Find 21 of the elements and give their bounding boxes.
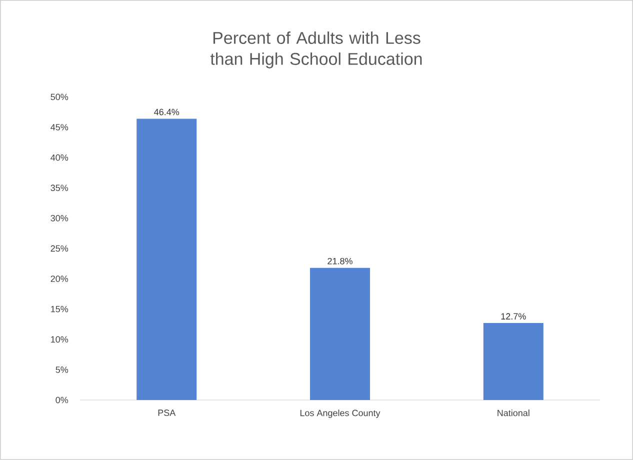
y-tick-label: 15% bbox=[51, 306, 68, 312]
chart-title: Percent of Adults with Less than High School Education bbox=[210, 32, 422, 68]
y-tick-label: 5% bbox=[56, 366, 68, 373]
y-tick-label: 0% bbox=[56, 396, 68, 404]
y-tick-label: 30% bbox=[50, 215, 68, 222]
x-tick-label: PSA bbox=[158, 410, 176, 416]
bar bbox=[310, 268, 370, 400]
y-tick-label: 10% bbox=[51, 336, 68, 343]
y-tick-label: 45% bbox=[50, 124, 68, 130]
bar bbox=[136, 118, 197, 400]
y-tick-label: 50% bbox=[50, 94, 68, 100]
data-label: 46.4% bbox=[154, 108, 180, 116]
data-label: 21.8% bbox=[328, 258, 352, 264]
y-tick-label: 20% bbox=[50, 276, 68, 282]
bar bbox=[483, 323, 544, 400]
data-label: 12.7% bbox=[501, 313, 526, 320]
x-tick-label: Los Angeles County bbox=[300, 410, 380, 418]
x-tick-label: National bbox=[498, 410, 530, 416]
y-tick-label: 25% bbox=[50, 245, 68, 252]
y-tick-label: 40% bbox=[50, 154, 68, 161]
y-tick-label: 35% bbox=[50, 184, 68, 192]
